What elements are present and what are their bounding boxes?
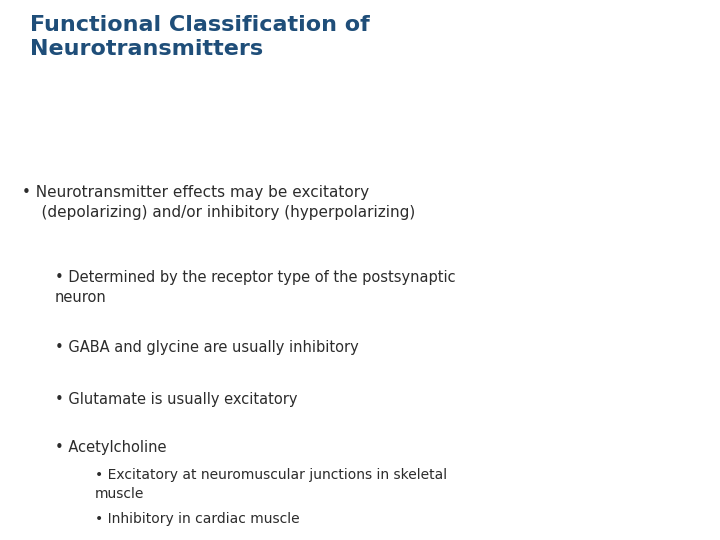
Text: • Excitatory at neuromuscular junctions in skeletal
muscle: • Excitatory at neuromuscular junctions … (95, 468, 447, 501)
Text: Functional Classification of
Neurotransmitters: Functional Classification of Neurotransm… (30, 15, 370, 59)
Text: • Neurotransmitter effects may be excitatory
    (depolarizing) and/or inhibitor: • Neurotransmitter effects may be excita… (22, 185, 415, 220)
Text: • Acetylcholine: • Acetylcholine (55, 440, 166, 455)
Text: • Determined by the receptor type of the postsynaptic
neuron: • Determined by the receptor type of the… (55, 270, 456, 306)
Text: • Glutamate is usually excitatory: • Glutamate is usually excitatory (55, 392, 297, 407)
Text: • GABA and glycine are usually inhibitory: • GABA and glycine are usually inhibitor… (55, 340, 359, 355)
Text: • Inhibitory in cardiac muscle: • Inhibitory in cardiac muscle (95, 512, 300, 526)
